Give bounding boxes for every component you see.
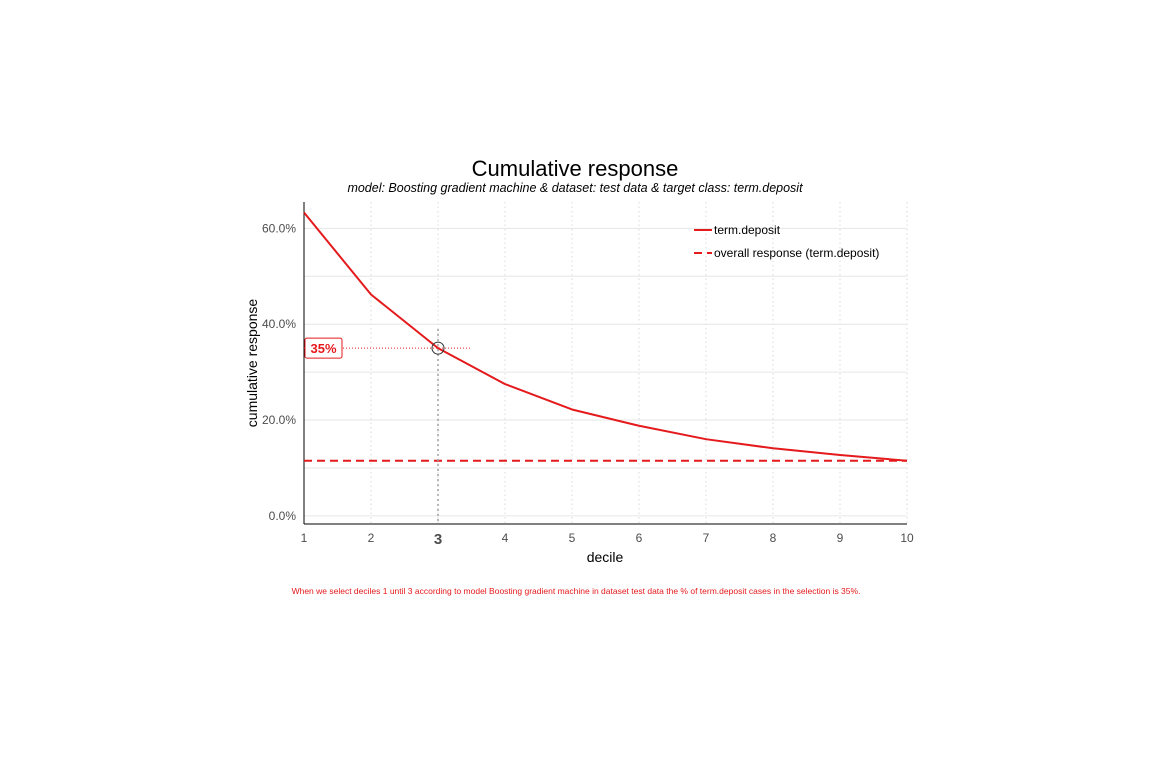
- x-tick-label: 8: [770, 531, 777, 545]
- y-tick-label: 20.0%: [262, 413, 296, 427]
- y-axis-label: cumulative response: [244, 299, 260, 428]
- response-line: [303, 211, 908, 462]
- y-tick-label: 40.0%: [262, 317, 296, 331]
- x-tick-label: 5: [569, 531, 576, 545]
- chart-subtitle: model: Boosting gradient machine & datas…: [347, 181, 803, 195]
- highlight-label-box: [304, 337, 343, 359]
- x-tick-label: 4: [502, 531, 509, 545]
- legend: term.deposit overall response (term.depos…: [694, 223, 879, 260]
- highlight-label: 35%: [310, 341, 336, 356]
- x-tick-label: 9: [837, 531, 844, 545]
- legend-label-overall: overall response (term.deposit): [714, 246, 879, 260]
- chart-caption: When we select deciles 1 until 3 accordi…: [292, 586, 861, 596]
- y-tick-label: 0.0%: [269, 509, 297, 523]
- x-tick-label: 2: [368, 531, 375, 545]
- y-tick-label: 60.0%: [262, 221, 296, 235]
- legend-label-response: term.deposit: [714, 223, 781, 237]
- x-tick-label: 6: [636, 531, 643, 545]
- x-tick-label: 10: [900, 531, 914, 545]
- series-layer: [303, 211, 908, 462]
- x-tick-label: 7: [703, 531, 710, 545]
- highlight-marker: [431, 341, 445, 355]
- x-tick-label: 3: [434, 531, 442, 548]
- x-tick-label: 1: [301, 531, 308, 545]
- grid-lines: [303, 202, 908, 524]
- highlight-layer: 35%: [304, 328, 472, 524]
- chart-title: Cumulative response: [472, 156, 679, 181]
- axes: 0.0% 20.0% 40.0% 60.0% 1 2 3 4 5 6 7 8 9 10: [262, 202, 914, 548]
- x-axis-label: decile: [587, 549, 624, 565]
